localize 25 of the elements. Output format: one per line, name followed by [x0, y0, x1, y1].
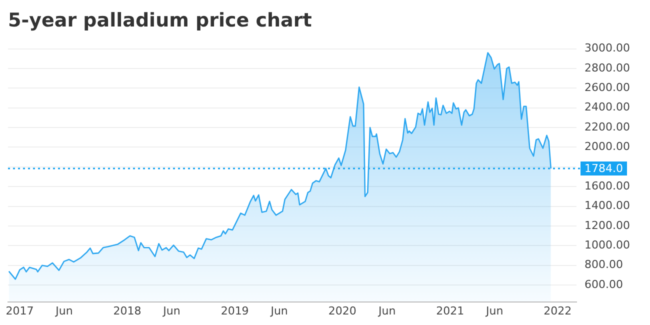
x-tick-label: 2018 — [113, 304, 142, 318]
x-tick-label: 2022 — [544, 304, 572, 318]
y-tick-label: 1400.00 — [584, 199, 630, 212]
x-tick-label: Jun — [54, 304, 73, 318]
x-tick-label: Jun — [270, 304, 288, 318]
x-tick-label: Jun — [485, 304, 504, 318]
x-tick-label: Jun — [162, 304, 180, 318]
y-tick-label: 1000.00 — [584, 238, 630, 252]
y-tick-label: 2800.00 — [584, 61, 630, 74]
y-tick-label: 2200.00 — [584, 120, 630, 134]
y-tick-label: 1200.00 — [584, 218, 630, 232]
y-tick-label: 800.00 — [584, 258, 624, 272]
y-tick-label: 2400.00 — [584, 100, 630, 114]
x-tick-label: Jun — [378, 304, 396, 318]
x-tick-label: 2019 — [220, 304, 249, 318]
y-tick-label: 2600.00 — [584, 81, 630, 94]
y-tick-label: 2000.00 — [584, 140, 630, 154]
chart-title: 5-year palladium price chart — [8, 9, 312, 32]
x-tick-label: 2021 — [436, 304, 464, 318]
x-tick-label: 2017 — [6, 304, 34, 318]
y-tick-label: 3000.00 — [584, 42, 630, 55]
x-tick-label: 2020 — [328, 304, 356, 318]
y-tick-label: 600.00 — [584, 278, 624, 291]
ref-line-label: 1784.0 — [584, 162, 624, 175]
y-tick-label: 1600.00 — [584, 179, 630, 192]
